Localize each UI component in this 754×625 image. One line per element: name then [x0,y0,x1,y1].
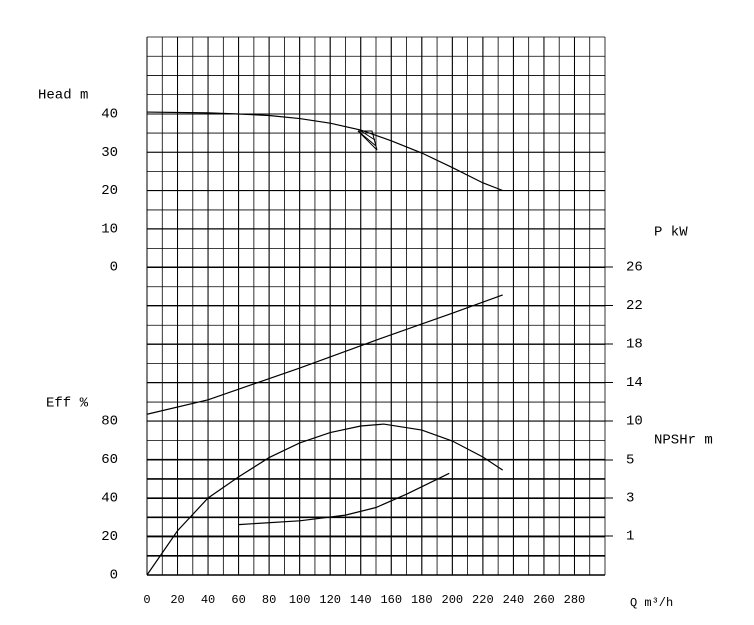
x-tick-label: 280 [564,593,586,607]
x-tick-label: 120 [319,593,341,607]
y-tick-label: 10 [101,221,118,237]
y-tick-label: 60 [101,452,118,468]
x-tick-label: 20 [170,593,184,607]
y-axis-label: P kW [654,225,688,241]
y-tick-label: 10 [626,414,643,430]
y-tick-label: 5 [626,453,634,469]
x-axis-label: Q m³/h [630,596,673,610]
y-tick-label: 20 [101,529,118,545]
y-axis-label: Eff % [46,396,89,412]
x-tick-label: 100 [289,593,311,607]
y-tick-label: 20 [101,183,118,199]
marker-hatch [360,130,376,141]
y-tick-label: 3 [626,491,634,507]
y-tick-label: 1 [626,529,634,545]
y-tick-label: 40 [101,491,118,507]
curve [146,111,503,192]
x-tick-label: 220 [472,593,494,607]
x-tick-label: 140 [350,593,372,607]
x-tick-label: 60 [231,593,245,607]
y-axis-label: Head m [38,88,88,104]
y-tick-label: 0 [110,568,118,584]
x-tick-label: 0 [143,593,150,607]
y-tick-label: 40 [101,107,118,123]
y-tick-label: 80 [101,414,118,430]
x-tick-label: 40 [201,593,215,607]
x-tick-label: 160 [380,593,402,607]
x-tick-label: 80 [262,593,276,607]
y-tick-label: 30 [101,145,118,161]
curve [146,294,503,415]
curve [146,423,504,576]
x-tick-label: 180 [411,593,433,607]
y-axis-label: NPSHr m [654,433,713,449]
x-tick-label: 200 [442,593,464,607]
x-tick-label: 260 [533,593,555,607]
curve [238,472,450,526]
y-tick-label: 0 [110,260,118,276]
y-tick-label: 26 [626,260,643,276]
y-tick-label: 18 [626,337,643,353]
x-tick-label: 240 [503,593,525,607]
y-tick-label: 22 [626,298,643,314]
y-tick-label: 14 [626,375,643,391]
